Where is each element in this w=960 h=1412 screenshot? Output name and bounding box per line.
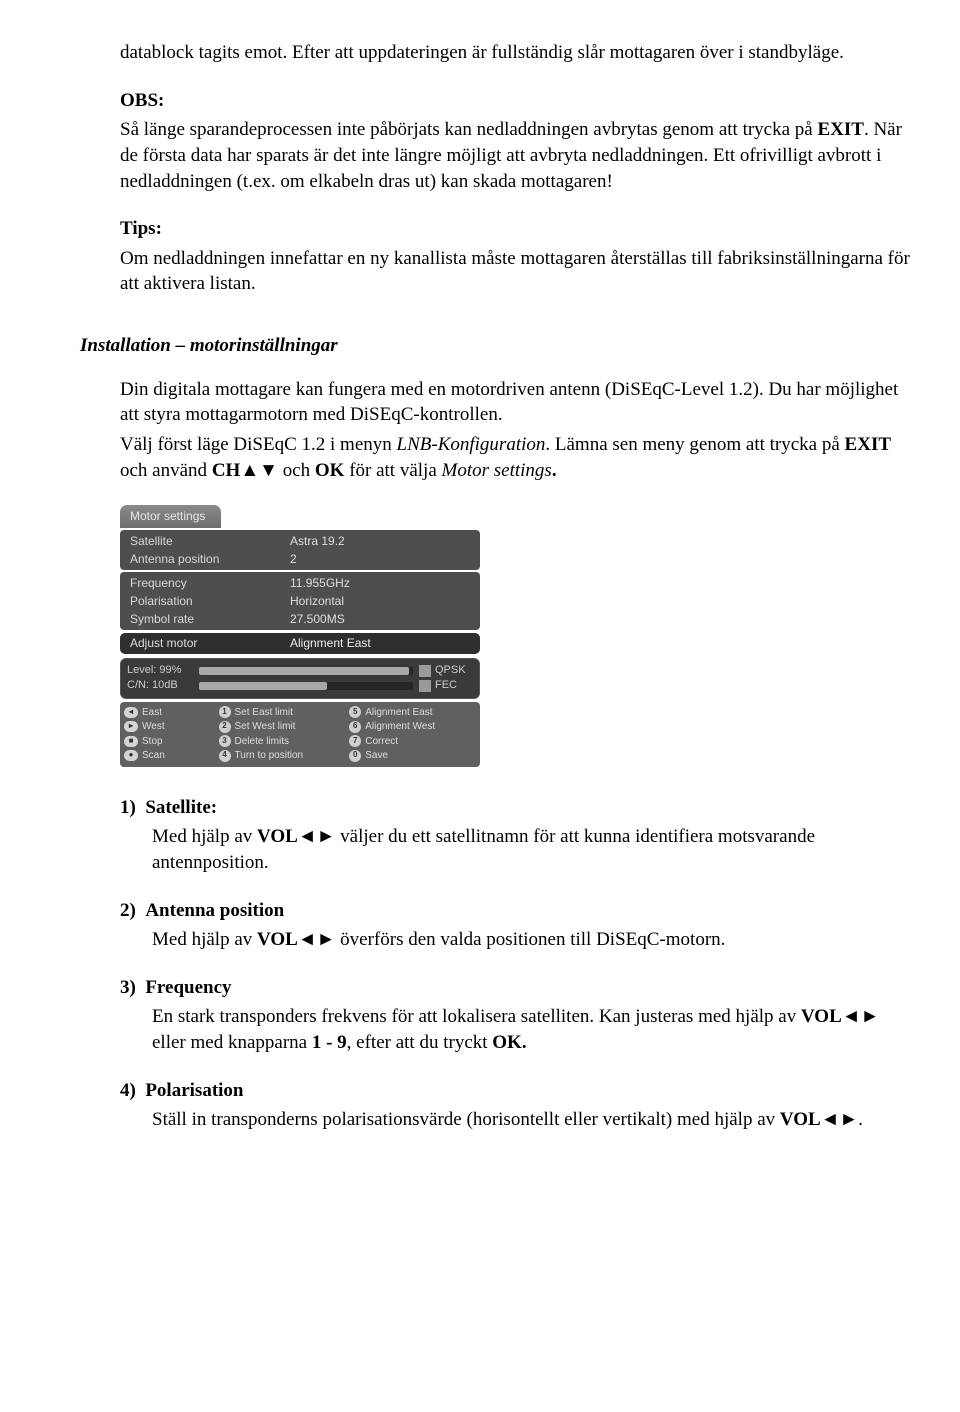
- motor-intro-a: Din digitala mottagare kan fungera med e…: [120, 377, 912, 428]
- obs-label: OBS:: [120, 88, 912, 114]
- fec-box: [419, 680, 431, 692]
- intro-datablock: datablock tagits emot. Efter att uppdate…: [120, 40, 912, 66]
- qpsk-box: [419, 665, 431, 677]
- item-3: 3) Frequency En stark transponders frekv…: [120, 975, 912, 1056]
- ui-panel-2: Frequency11.955GHz PolarisationHorizonta…: [120, 572, 480, 631]
- tips-block: Tips: Om nedladdningen innefattar en ny …: [120, 216, 912, 297]
- ui-adjust-row: Adjust motor Alignment East: [120, 633, 480, 653]
- level-bar: [199, 667, 413, 675]
- tips-label: Tips:: [120, 216, 912, 242]
- ui-row: Antenna position2: [120, 550, 480, 568]
- obs-body: Så länge sparandeprocessen inte påbörjat…: [120, 117, 912, 194]
- tips-body: Om nedladdningen innefattar en ny kanall…: [120, 246, 912, 297]
- cn-bar: [199, 682, 413, 690]
- intro-line: datablock tagits emot. Efter att uppdate…: [120, 40, 912, 66]
- motor-settings-ui: Motor settings SatelliteAstra 19.2 Anten…: [120, 505, 480, 766]
- motor-intro: Din digitala mottagare kan fungera med e…: [120, 377, 912, 484]
- ui-row: SatelliteAstra 19.2: [120, 532, 480, 550]
- ui-row: Frequency11.955GHz: [120, 574, 480, 592]
- item-1: 1) Satellite: Med hjälp av VOL◄► väljer …: [120, 795, 912, 876]
- item-4: 4) Polarisation Ställ in transponderns p…: [120, 1078, 912, 1133]
- ui-footer: ◂East ▸West ■Stop ●Scan 1Set East limit …: [120, 702, 480, 767]
- motor-intro-b: Välj först läge DiSEqC 1.2 i menyn LNB-K…: [120, 432, 912, 483]
- ui-tab: Motor settings: [120, 505, 221, 527]
- item-2: 2) Antenna position Med hjälp av VOL◄► ö…: [120, 898, 912, 953]
- ui-row: Symbol rate27.500MS: [120, 610, 480, 628]
- ui-panel-1: SatelliteAstra 19.2 Antenna position2: [120, 530, 480, 570]
- ui-row: PolarisationHorizontal: [120, 592, 480, 610]
- obs-block: OBS: Så länge sparandeprocessen inte påb…: [120, 88, 912, 195]
- section-title: Installation – motorinställningar: [80, 333, 912, 359]
- ui-level-panel: Level: 99% QPSK C/N: 10dB FEC: [120, 658, 480, 699]
